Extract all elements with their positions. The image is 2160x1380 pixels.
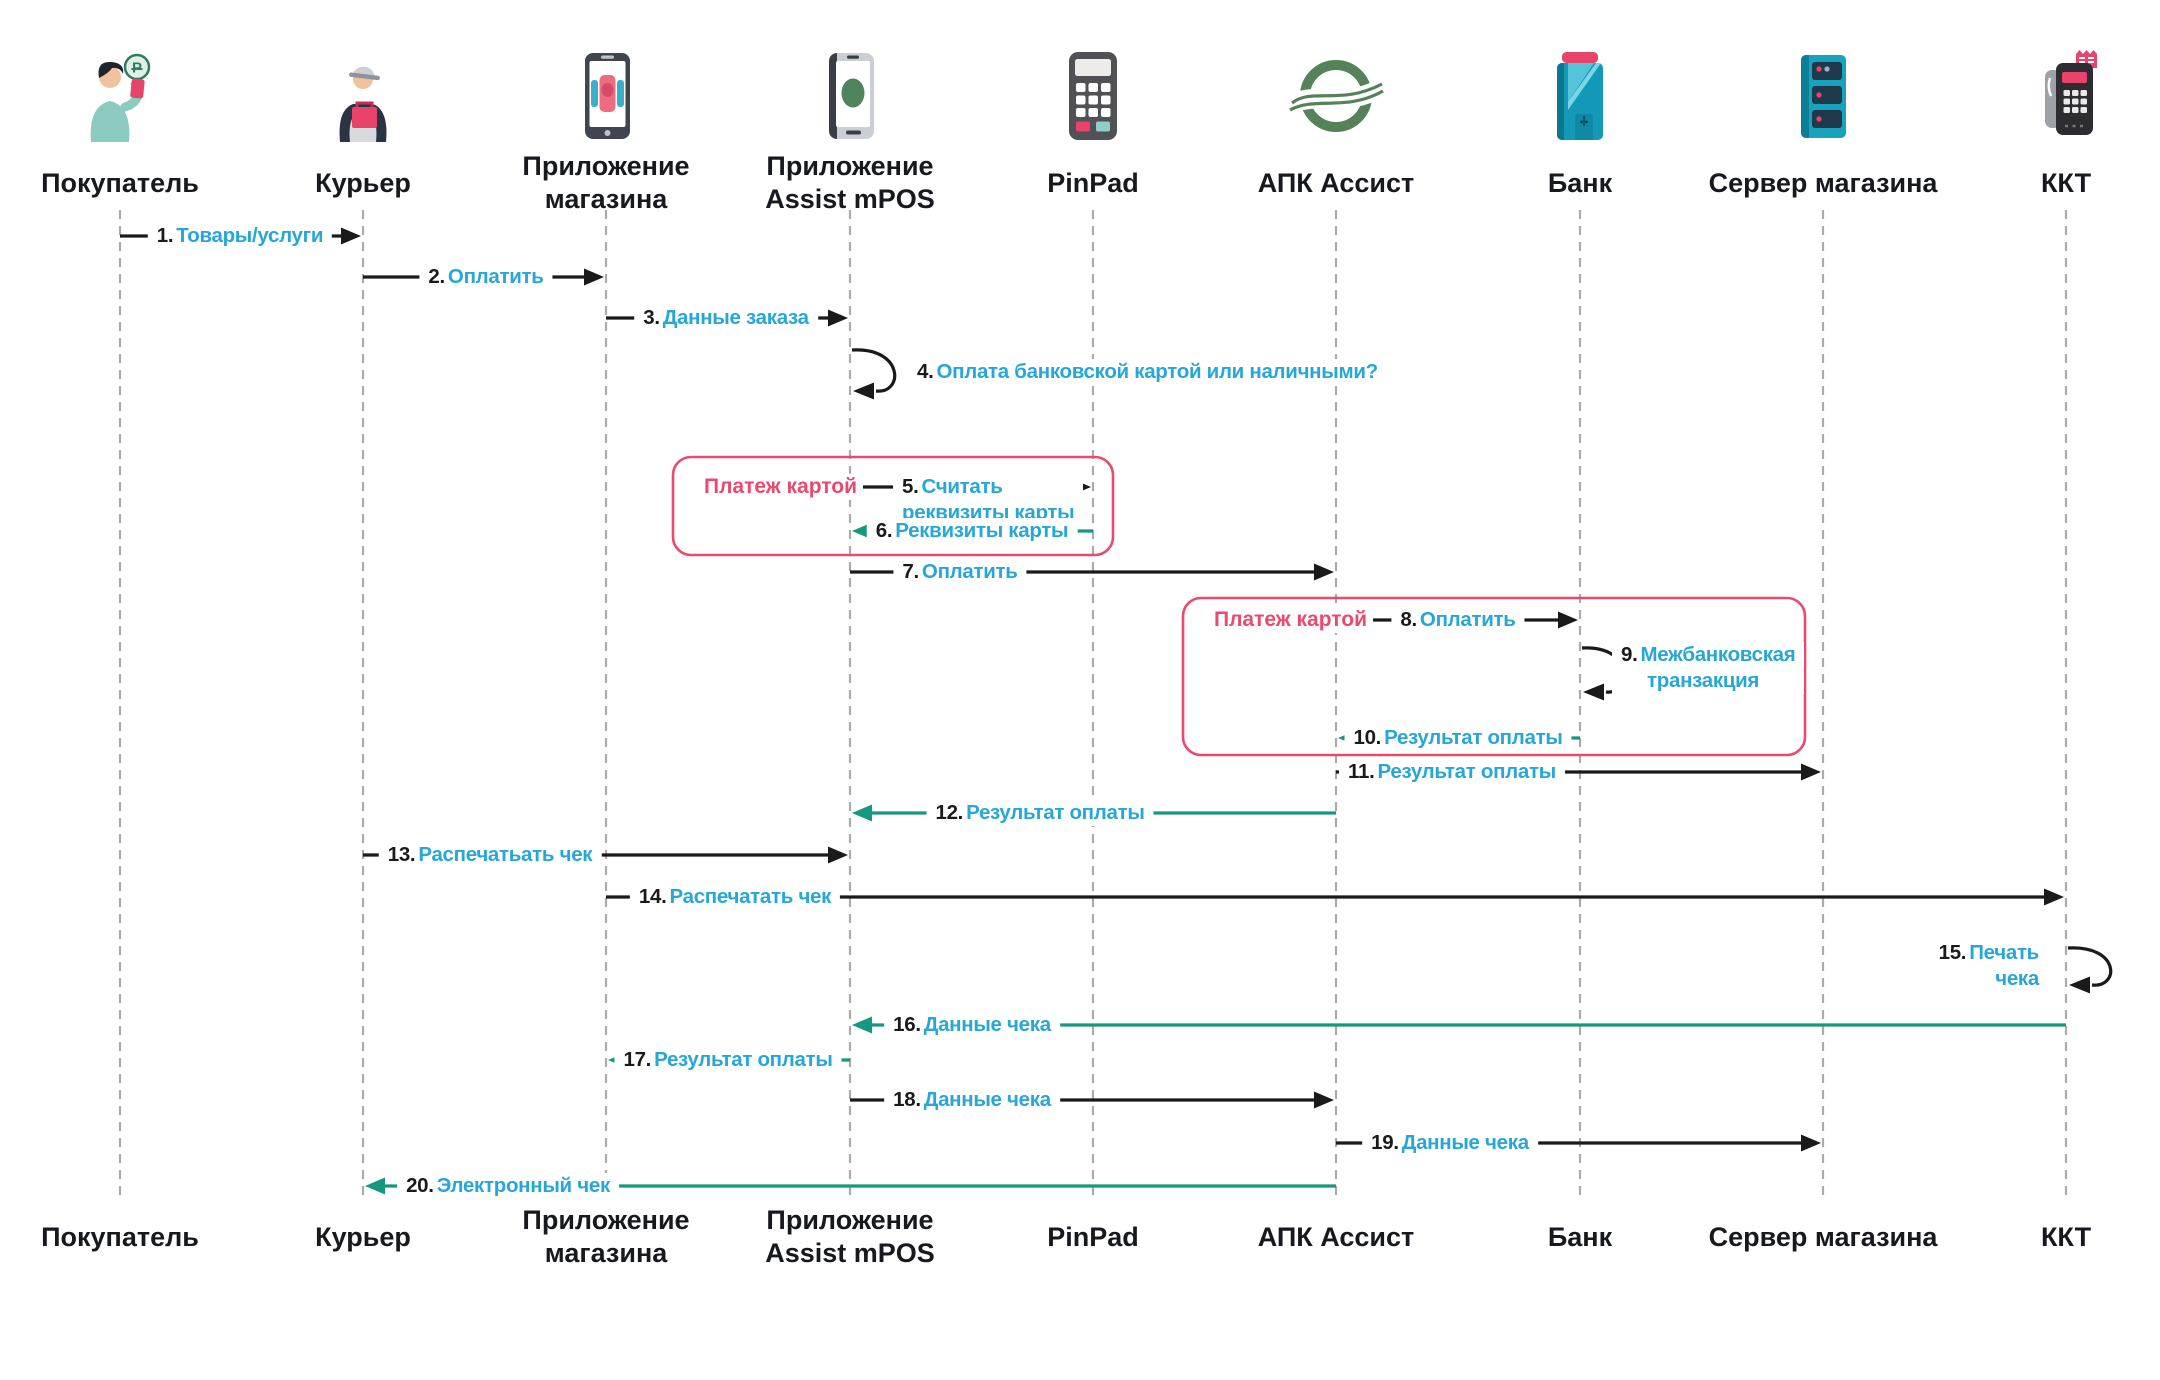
message-6-label: 6. Реквизиты карты	[866, 518, 1078, 544]
message-15-arrow	[2067, 946, 2113, 994]
arrowhead	[1314, 563, 1334, 581]
assist-icon	[1286, 60, 1386, 132]
message-10-label: 10. Результат оплаты	[1344, 725, 1572, 751]
actor-buyer-label-bottom: Покупатель	[41, 1221, 199, 1252]
message-13-label: 13. Распечатьать чек	[378, 842, 602, 868]
message-16-label: 16. Данные чека	[884, 1012, 1060, 1038]
actor-store-app-label-top: Приложение магазина	[522, 151, 690, 214]
message-2-label: 2. Оплатить	[419, 264, 553, 290]
pinpad-icon	[1069, 52, 1117, 140]
arrowhead	[584, 268, 604, 286]
message-8-label: 8. Оплатить	[1391, 607, 1525, 633]
kkt-icon	[2045, 50, 2097, 135]
courier-icon	[339, 66, 387, 142]
actor-store-server-label-bottom: Сервер магазина	[1708, 1221, 1938, 1252]
arrowhead	[1801, 1134, 1821, 1152]
message-16-arrow	[852, 1016, 2066, 1034]
arrowhead	[1314, 1091, 1334, 1109]
arrowhead	[828, 846, 848, 864]
actor-pinpad-label-bottom: PinPad	[1047, 1221, 1139, 1252]
self-loop	[2067, 946, 2113, 987]
message-12-label: 12. Результат оплаты	[926, 800, 1154, 826]
message-14-arrow	[606, 888, 2064, 906]
mpos-app-icon	[829, 53, 874, 139]
arrowhead	[365, 1177, 385, 1195]
alt-frame-card-payment-2	[1181, 596, 1807, 757]
actor-store-app-label-bottom: Приложение магазина	[522, 1205, 690, 1268]
arrowhead	[853, 382, 874, 400]
message-4-arrow	[851, 348, 897, 400]
actor-bank-label-top: Банк	[1547, 167, 1613, 198]
message-19-label: 19. Данные чека	[1362, 1130, 1538, 1156]
actor-pinpad-label-top: PinPad	[1047, 167, 1139, 198]
message-3-label: 3. Данные заказа	[634, 305, 818, 331]
message-9-label: 9. Межбанковская транзакция	[1612, 642, 1805, 694]
actor-courier-label-bottom: Курьер	[315, 1221, 411, 1252]
arrowhead	[2069, 976, 2090, 994]
arrowhead	[1801, 763, 1821, 781]
actor-assist-label-top: АПК Ассист	[1257, 167, 1415, 198]
actor-store-server-label-top: Сервер магазина	[1708, 167, 1938, 198]
alt-frame-card-payment-1	[671, 455, 1115, 557]
bank-icon	[1557, 52, 1603, 140]
buyer-icon: P	[90, 53, 151, 142]
actor-bank-label-bottom: Банк	[1547, 1221, 1613, 1252]
message-15-label: 15. Печать чека	[1929, 940, 2048, 992]
arrowhead	[828, 309, 848, 327]
lifelines	[118, 210, 2068, 1198]
actor-buyer-label-top: Покупатель	[41, 167, 199, 198]
actor-kkt-label-bottom: ККТ	[2040, 1221, 2092, 1252]
arrowhead	[852, 1016, 872, 1034]
arrowhead	[852, 804, 872, 822]
message-18-label: 18. Данные чека	[884, 1087, 1060, 1113]
frame-label-card-payment-1: Платеж картой	[698, 474, 864, 500]
message-1-label: 1. Товары/услуги	[147, 223, 333, 249]
message-11-label: 11. Результат оплаты	[1339, 759, 1565, 785]
arrowhead	[341, 227, 361, 245]
actor-mpos-app-label-top: Приложение Assist mPOS	[765, 151, 935, 214]
server-icon	[1801, 55, 1846, 138]
message-17-label: 17. Результат оплаты	[614, 1047, 842, 1073]
message-20-label: 20. Электронный чек	[397, 1173, 619, 1199]
actor-assist-label-bottom: АПК Ассист	[1257, 1221, 1415, 1252]
self-loop	[851, 348, 897, 393]
arrowhead	[1558, 611, 1578, 629]
frame-label-card-payment-2: Платеж картой	[1208, 607, 1374, 633]
message-14-label: 14. Распечатать чек	[629, 884, 841, 910]
alt-frames	[671, 455, 1807, 757]
arrowhead	[2044, 888, 2064, 906]
message-4-label: 4. Оплата банковской картой или наличными…	[908, 359, 1387, 385]
store-app-icon	[585, 53, 630, 139]
arrowhead	[1583, 683, 1604, 701]
actor-kkt-label-top: ККТ	[2040, 167, 2092, 198]
actor-courier-label-top: Курьер	[315, 167, 411, 198]
message-7-label: 7. Оплатить	[893, 559, 1027, 585]
actor-mpos-app-label-bottom: Приложение Assist mPOS	[765, 1205, 935, 1268]
